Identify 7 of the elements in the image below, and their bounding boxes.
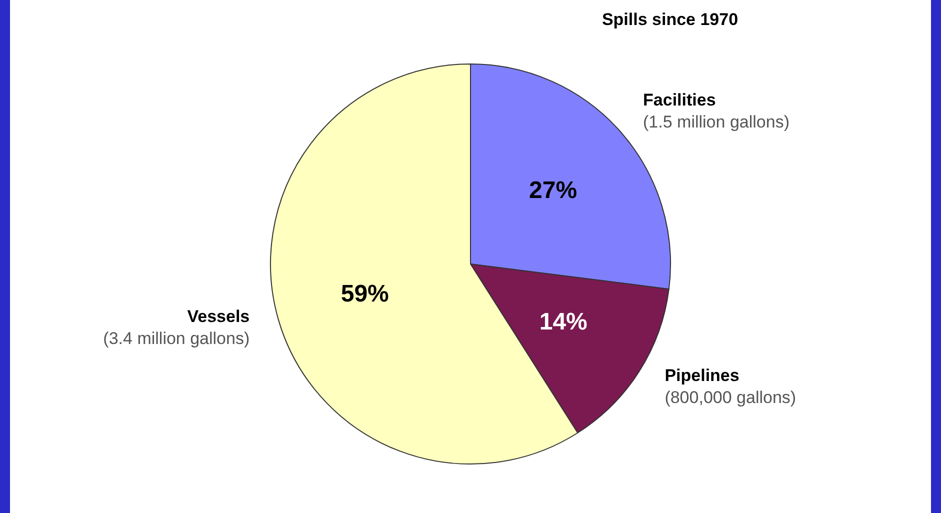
chart-title: Spills since 1970	[602, 10, 738, 30]
slice-label: Vessels (3.4 million gallons)	[103, 306, 250, 348]
data-label: 14%	[539, 308, 588, 336]
data-label: 59%	[340, 280, 389, 308]
data-label: 27%	[528, 176, 578, 204]
slice-label: Pipelines (800,000 gallons)	[664, 366, 796, 407]
slice-label: Facilities (1.5 million gallons)	[643, 90, 790, 132]
